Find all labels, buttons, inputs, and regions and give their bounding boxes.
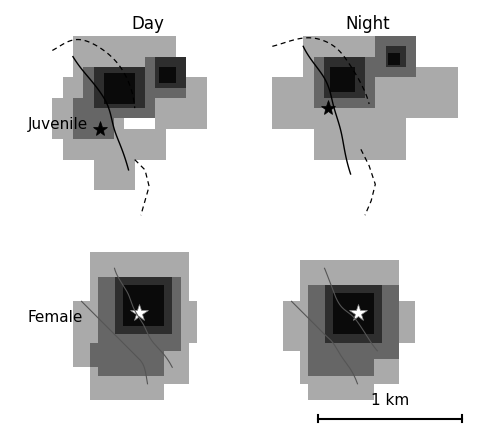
Bar <box>62 118 124 160</box>
Bar <box>156 57 186 88</box>
Bar <box>52 98 83 139</box>
Bar <box>73 301 197 342</box>
Bar <box>283 310 399 351</box>
Bar <box>386 46 406 67</box>
Bar <box>272 77 324 129</box>
Bar <box>90 252 189 301</box>
Bar <box>90 384 164 400</box>
Bar <box>62 77 176 118</box>
Bar <box>283 301 308 334</box>
Bar <box>98 351 164 375</box>
Bar <box>124 129 166 160</box>
Bar <box>98 277 180 351</box>
Bar <box>104 73 134 104</box>
Bar <box>145 57 186 98</box>
Bar <box>333 293 374 334</box>
Bar <box>90 342 123 367</box>
Bar <box>90 342 189 384</box>
Text: 1 km: 1 km <box>371 393 409 408</box>
Bar <box>303 36 376 77</box>
Bar <box>314 57 376 108</box>
Bar <box>388 52 400 65</box>
Bar <box>123 285 164 326</box>
Bar <box>314 67 406 118</box>
Bar <box>134 36 176 77</box>
Text: Day: Day <box>131 15 164 33</box>
Bar <box>308 384 374 400</box>
Bar <box>365 36 416 77</box>
Bar <box>73 36 156 77</box>
Bar <box>308 351 374 375</box>
Bar <box>324 285 382 342</box>
Text: Juvenile: Juvenile <box>28 117 88 132</box>
Bar <box>94 160 134 190</box>
Bar <box>73 342 98 367</box>
Text: Night: Night <box>345 15 390 33</box>
Bar <box>330 67 354 92</box>
Bar <box>300 260 399 310</box>
Bar <box>308 285 399 359</box>
Bar <box>106 260 156 285</box>
Bar <box>156 77 207 129</box>
Bar <box>114 277 172 334</box>
Bar <box>83 67 156 118</box>
Bar <box>160 67 176 83</box>
Bar <box>316 260 382 285</box>
Bar <box>300 351 399 384</box>
Bar <box>314 118 365 160</box>
Bar <box>366 334 390 359</box>
Bar <box>406 67 458 118</box>
Bar <box>324 57 365 98</box>
Bar <box>73 98 114 139</box>
Bar <box>94 67 145 108</box>
Bar <box>365 118 406 160</box>
Text: Female: Female <box>28 310 83 325</box>
Bar <box>390 301 415 342</box>
Bar <box>180 301 197 342</box>
Bar <box>376 36 416 77</box>
